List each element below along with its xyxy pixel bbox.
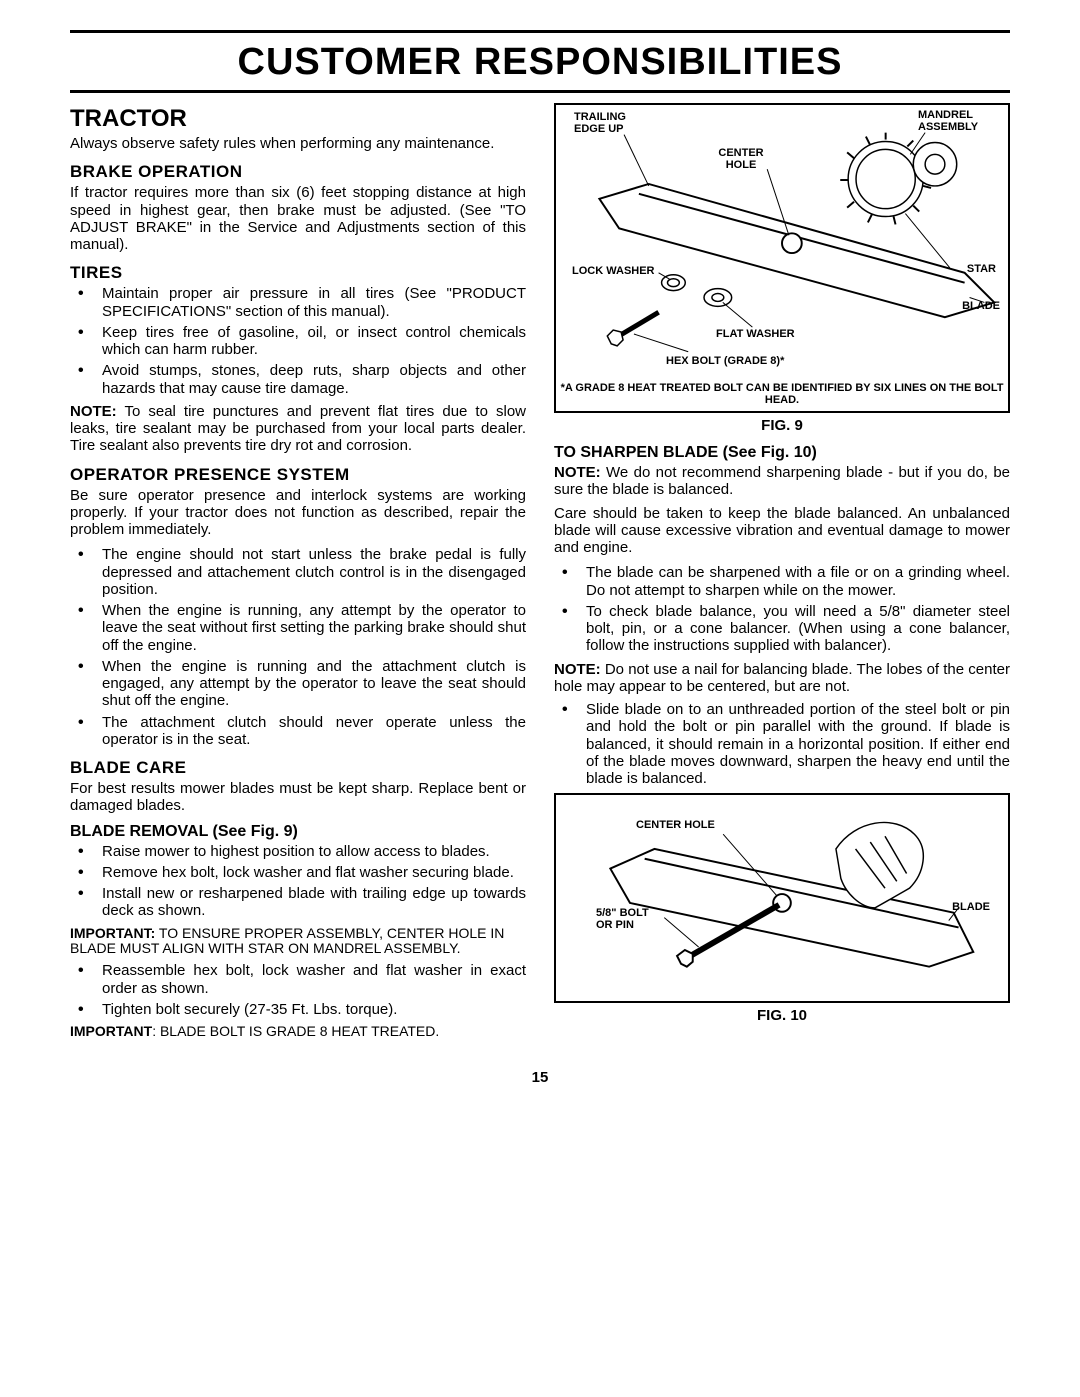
bottom-rule [70,90,1010,93]
removal-list-1: Raise mower to highest position to allow… [70,843,526,920]
sharpen-list-1: The blade can be sharpened with a file o… [554,564,1010,654]
note-label: NOTE: [554,661,601,678]
important-label: IMPORTANT: [70,925,155,941]
fig9-label-hex: HEX BOLT (GRADE 8)* [666,355,796,367]
list-item: Raise mower to highest position to allow… [70,843,526,860]
brake-para: If tractor requires more than six (6) fe… [70,184,526,253]
fig9-label-trailing: TRAILING EDGE UP [574,111,644,135]
important-label: IMPORTANT [70,1023,152,1039]
list-item: Avoid stumps, stones, deep ruts, sharp o… [70,362,526,397]
list-item: Tighten bolt securely (27-35 Ft. Lbs. to… [70,1001,526,1018]
list-item: When the engine is running and the attac… [70,658,526,710]
list-item: The attachment clutch should never opera… [70,714,526,749]
note-label: NOTE: [70,403,117,420]
list-item: To check blade balance, you will need a … [554,603,1010,655]
ops-heading: OPERATOR PRESENCE SYSTEM [70,465,526,485]
list-item: The blade can be sharpened with a file o… [554,564,1010,599]
removal-heading: BLADE REMOVAL (See Fig. 9) [70,823,526,841]
fig10-label-bolt: 5/8" BOLT OR PIN [596,907,666,931]
list-item: Keep tires free of gasoline, oil, or ins… [70,324,526,359]
right-column: TRAILING EDGE UP MANDREL ASSEMBLY CENTER… [554,103,1010,1045]
fig9-label-blade: BLADE [962,300,1000,312]
blade-para: For best results mower blades must be ke… [70,780,526,815]
sharpen-heading: TO SHARPEN BLADE (See Fig. 10) [554,444,1010,462]
fig9-label-flat: FLAT WASHER [716,328,795,340]
removal-important-1: IMPORTANT: TO ENSURE PROPER ASSEMBLY, CE… [70,926,526,957]
blade-heading: BLADE CARE [70,758,526,778]
figure-9: TRAILING EDGE UP MANDREL ASSEMBLY CENTER… [554,103,1010,413]
sharpen-para: Care should be taken to keep the blade b… [554,505,1010,557]
list-item: Maintain proper air pressure in all tire… [70,285,526,320]
fig9-label-center: CENTER HOLE [711,147,771,171]
list-item: Install new or resharpened blade with tr… [70,885,526,920]
note-label: NOTE: [554,464,601,481]
ops-para: Be sure operator presence and interlock … [70,487,526,539]
list-item: When the engine is running, any attempt … [70,602,526,654]
list-item: Remove hex bolt, lock washer and flat wa… [70,864,526,881]
tires-heading: TIRES [70,263,526,283]
figure-10: CENTER HOLE 5/8" BOLT OR PIN BLADE [554,793,1010,1003]
fig10-label-center: CENTER HOLE [636,819,715,831]
tires-list: Maintain proper air pressure in all tire… [70,285,526,397]
fig9-caption: FIG. 9 [554,417,1010,434]
note-text: Do not use a nail for balancing blade. T… [554,661,1010,695]
important-text: : BLADE BOLT IS GRADE 8 HEAT TREATED. [152,1023,439,1039]
fig10-caption: FIG. 10 [554,1007,1010,1024]
content-columns: TRACTOR Always observe safety rules when… [70,103,1010,1045]
brake-heading: BRAKE OPERATION [70,162,526,182]
left-column: TRACTOR Always observe safety rules when… [70,103,526,1045]
fig10-label-blade: BLADE [952,901,990,913]
tractor-para: Always observe safety rules when perform… [70,135,526,152]
list-item: The engine should not start unless the b… [70,546,526,598]
note-text: To seal tire punctures and prevent flat … [70,403,526,455]
fig9-label-lock: LOCK WASHER [572,265,655,277]
note-text: We do not recommend sharpening blade - b… [554,464,1010,498]
page-title: CUSTOMER RESPONSIBILITIES [70,41,1010,84]
top-rule [70,30,1010,33]
list-item: Slide blade on to an unthreaded portion … [554,701,1010,787]
sharpen-list-2: Slide blade on to an unthreaded portion … [554,701,1010,787]
fig9-note: *A GRADE 8 HEAT TREATED BOLT CAN BE IDEN… [556,382,1008,407]
tires-note: NOTE: To seal tire punctures and prevent… [70,403,526,455]
tractor-heading: TRACTOR [70,105,526,133]
removal-important-2: IMPORTANT: BLADE BOLT IS GRADE 8 HEAT TR… [70,1024,526,1039]
removal-list-2: Reassemble hex bolt, lock washer and fla… [70,962,526,1018]
fig9-label-mandrel: MANDREL ASSEMBLY [918,109,998,133]
ops-list: The engine should not start unless the b… [70,546,526,748]
sharpen-note-1: NOTE: We do not recommend sharpening bla… [554,464,1010,499]
page-number: 15 [70,1069,1010,1086]
list-item: Reassemble hex bolt, lock washer and fla… [70,962,526,997]
fig9-label-star: STAR [967,263,996,275]
figure-10-svg [556,795,1008,1001]
sharpen-note-2: NOTE: Do not use a nail for balancing bl… [554,661,1010,696]
